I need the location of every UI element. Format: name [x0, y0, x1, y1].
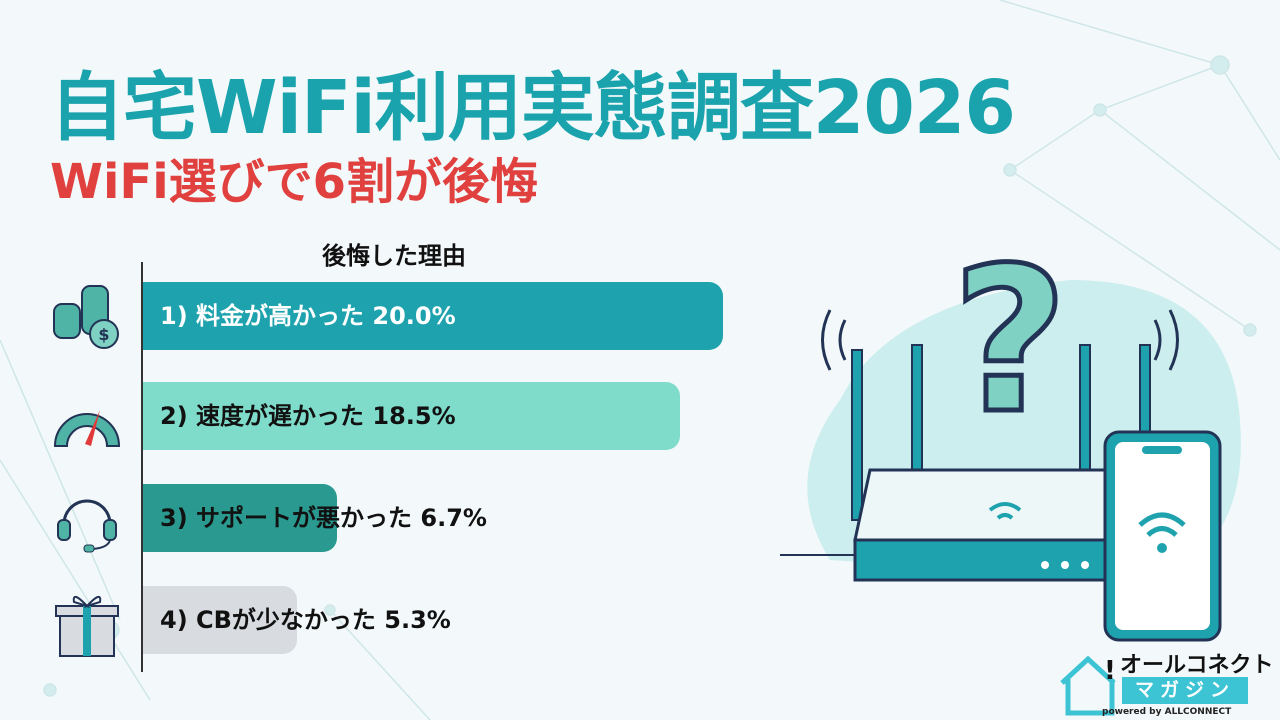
- headset-icon: [57, 499, 117, 553]
- speedometer-icon: [53, 410, 121, 447]
- coins-dollar-icon: $: [53, 285, 119, 349]
- bar-label-1: 1) 料金が高かった 20.0%: [160, 302, 456, 330]
- router-phone-illustration: ?: [780, 223, 1241, 642]
- svg-text:!: !: [1104, 656, 1116, 686]
- bar-2: [143, 382, 680, 450]
- house-logo-icon: !: [1060, 655, 1116, 716]
- page-subtitle: WiFi選びで6割が後悔: [50, 154, 539, 210]
- bar-label-2: 2) 速度が遅かった 18.5%: [160, 402, 456, 430]
- bar-4: [143, 586, 297, 654]
- question-mark-icon: ?: [952, 225, 1068, 458]
- bar-label-4: 4) CBが少なかった 5.3%: [160, 606, 451, 634]
- brand-logo: ! オールコネクト マガジン powered by ALLCONNECT: [1058, 645, 1274, 717]
- bar-1: [143, 282, 723, 350]
- gift-icon: [55, 595, 119, 657]
- bar-label-3: 3) サポートが悪かった 6.7%: [160, 504, 487, 532]
- page-title: 自宅WiFi利用実態調査2026: [50, 65, 1016, 151]
- svg-text:$: $: [98, 325, 109, 344]
- bar-3: [143, 484, 338, 552]
- chart-title: 後悔した理由: [322, 242, 466, 270]
- chart-axis: [141, 262, 143, 672]
